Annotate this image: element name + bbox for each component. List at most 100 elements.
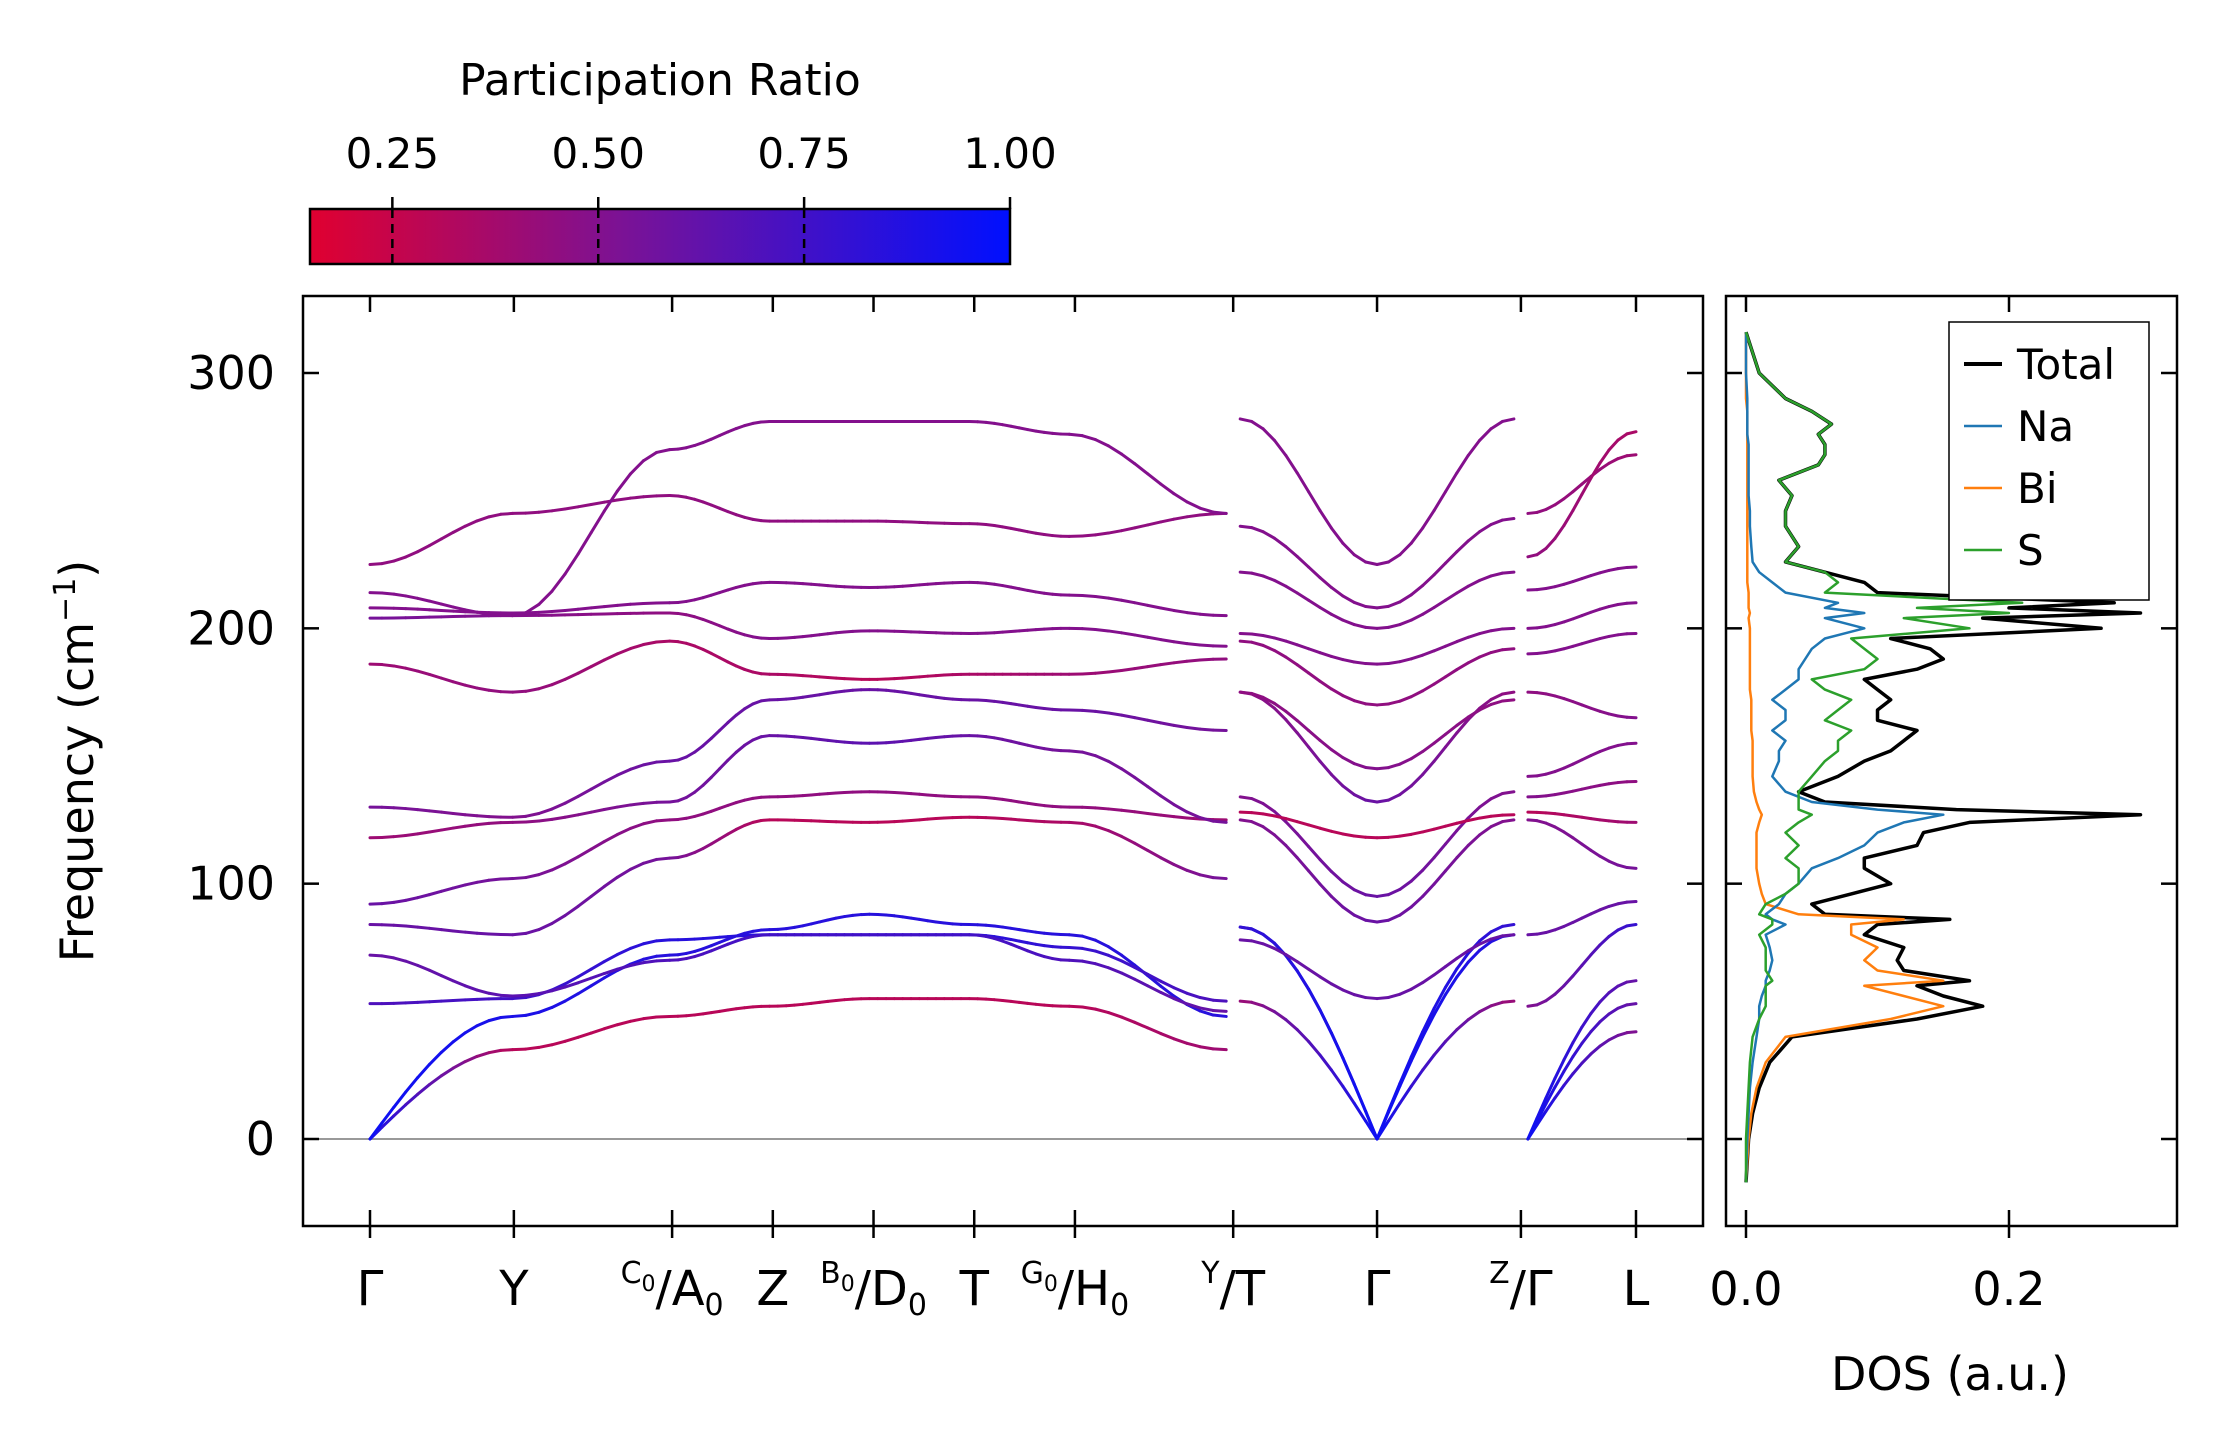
band-piece [1607,603,1620,609]
band-piece [487,512,503,519]
band-piece [1562,1055,1575,1073]
band-piece [1589,783,1602,789]
band-piece [1352,793,1368,802]
band-piece [1261,574,1276,582]
band-piece [1133,841,1150,852]
band-piece [1544,623,1557,629]
band-piece [524,687,541,693]
band-piece [1478,825,1493,837]
band-piece [511,876,528,881]
kpoint-label: Z/Γ [1489,1256,1553,1317]
band-piece [1307,598,1322,610]
band-piece [1067,432,1084,438]
band-piece [1478,930,1493,943]
band-piece [1185,642,1202,647]
band-piece [1432,1040,1447,1057]
band-piece [1093,438,1110,448]
band-piece [655,1014,672,1019]
phonon-band [1526,818,1638,870]
band-piece [1250,811,1265,816]
band-piece [1562,508,1575,528]
band-piece [1386,1101,1402,1123]
band-piece [1625,1030,1638,1035]
band-piece [1553,647,1566,653]
band-piece [1409,868,1425,883]
band-piece [1211,1013,1228,1018]
band-piece [1443,591,1459,602]
band-piece [1455,584,1470,595]
band-piece [718,430,730,438]
band-piece [380,805,396,810]
dos-curve-na [1744,332,1945,1183]
band-piece [1198,1045,1215,1051]
band-piece [463,519,479,528]
band-piece [439,886,455,893]
band-piece [1535,772,1548,778]
band-piece [563,992,580,1003]
band-piece [550,507,567,513]
band-piece [1409,1068,1425,1088]
dos-tick-label: 0.2 [1972,1262,2045,1316]
band-piece [602,489,619,513]
band-piece [1443,967,1459,989]
band-piece [589,960,606,971]
kpoint-label: B0/D0 [820,1256,927,1323]
band-piece [1375,798,1390,804]
band-piece [1421,741,1436,754]
band-piece [701,647,713,655]
band-piece [1526,932,1539,937]
band-piece [1398,541,1413,557]
colorbar-title: Participation Ratio [459,55,861,106]
band-piece [499,1048,515,1052]
band-piece [550,801,567,811]
kpoint-label: Y/T [1200,1256,1266,1317]
band-piece [1120,808,1137,814]
band-piece [1146,848,1163,860]
band-piece [655,818,672,823]
band-piece [1478,797,1493,809]
band-piece [550,815,567,821]
band-piece [1455,949,1470,960]
band-piece [1553,1069,1566,1089]
band-piece [655,938,672,943]
phonon-band [1238,570,1516,630]
band-piece [1616,632,1629,637]
band-piece [1375,702,1390,707]
band-piece [1352,699,1368,706]
dos-panel: 0.0 0.2 DOS (a.u.) Total Na Bi S [1709,294,2179,1401]
band-piece [1489,813,1505,818]
band-piece [427,926,443,932]
band-piece [1616,714,1629,719]
band-piece [1489,692,1505,702]
band-piece [602,875,619,889]
phonon-band [368,420,1228,618]
band-piece [1329,829,1345,836]
phonon-band [368,611,1228,648]
band-piece [642,954,659,961]
band-piece [463,823,479,828]
band-piece [1295,960,1311,971]
band-piece [1284,639,1299,647]
band-piece [1198,1009,1215,1017]
band-piece [1562,617,1575,624]
band-piece [1501,517,1516,522]
band-piece [550,862,567,872]
band-piece [475,1051,491,1058]
band-piece [1398,657,1413,664]
band-piece [1580,754,1593,762]
phonon-band [1526,565,1638,592]
band-piece [1067,820,1084,825]
band-piece [550,914,567,926]
band-piece [1544,821,1557,829]
band-piece [1409,830,1425,836]
band-piece [1432,598,1447,610]
band-piece [1146,520,1163,527]
band-piece [1432,675,1447,686]
band-piece [1455,1018,1470,1032]
band-piece [1261,942,1276,950]
band-piece [451,979,467,988]
band-piece [1364,605,1379,610]
band-piece [1580,815,1593,821]
band-piece [1398,1084,1413,1105]
band-piece [1318,679,1333,691]
